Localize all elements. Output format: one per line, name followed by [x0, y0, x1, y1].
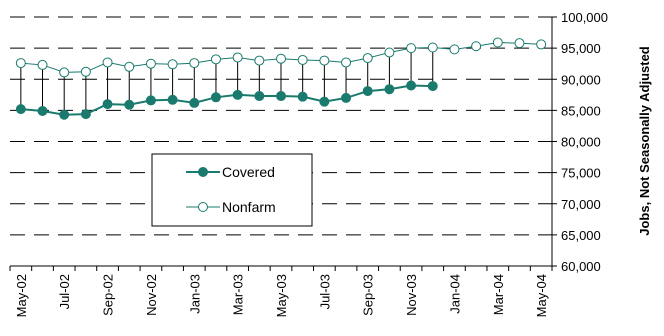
data-point-covered [276, 91, 286, 102]
data-point-nonfarm [406, 43, 417, 54]
grid [10, 16, 557, 267]
y-tick-label: 100,000 [561, 10, 608, 25]
legend-label-nonfarm: Nonfarm [222, 199, 276, 215]
data-point-covered [427, 81, 438, 92]
data-point-nonfarm [384, 47, 395, 58]
y-tick-label: 60,000 [561, 259, 601, 274]
data-point-covered [189, 97, 200, 108]
x-tick-labels: May-02 Jul-02 Sep-02 Nov-02 Jan-03 Mar-03 May-… [14, 274, 549, 317]
legend-box [151, 153, 313, 227]
data-point-covered [232, 89, 243, 100]
data-point-nonfarm [276, 53, 286, 64]
legend-marker-nonfarm [198, 202, 208, 212]
x-tick-label: Sep-03 [361, 274, 376, 316]
legend-entry-nonfarm: Nonfarm [186, 199, 276, 215]
y-tick-label: 70,000 [561, 197, 601, 212]
y-tick-label: 80,000 [561, 135, 601, 150]
data-point-nonfarm [145, 58, 156, 69]
y-axis-label: Jobs, Not Seasonally Adjusted [637, 46, 652, 236]
data-point-nonfarm [37, 59, 48, 70]
axes [9, 17, 553, 271]
data-point-covered [384, 84, 395, 95]
data-point-nonfarm [210, 54, 221, 65]
data-point-nonfarm [319, 55, 330, 66]
data-point-covered [362, 86, 373, 97]
legend: Covered Nonfarm [151, 153, 313, 227]
data-point-covered [210, 92, 221, 103]
data-point-nonfarm [189, 58, 200, 69]
y-tick-label: 95,000 [561, 41, 601, 56]
data-point-nonfarm [536, 39, 547, 50]
x-tick-label: May-04 [534, 274, 549, 317]
legend-entry-covered: Covered [186, 164, 275, 180]
data-point-nonfarm [15, 58, 26, 69]
data-point-nonfarm [492, 37, 503, 48]
y-tick-label: 90,000 [561, 72, 601, 87]
data-point-nonfarm [232, 52, 243, 63]
data-point-nonfarm [471, 41, 482, 52]
series-nonfarm [15, 37, 547, 78]
data-point-nonfarm [59, 67, 70, 78]
y-tick-label: 75,000 [561, 166, 601, 181]
data-point-covered [80, 109, 91, 120]
data-point-nonfarm [449, 44, 460, 55]
y-tick-labels: 60,000 65,000 70,000 75,000 80,000 85,000 90,0… [561, 10, 608, 274]
y-tick-label: 65,000 [561, 228, 601, 243]
legend-marker-covered [198, 167, 208, 177]
data-point-covered [406, 80, 417, 91]
data-point-nonfarm [254, 55, 265, 66]
data-point-covered [319, 96, 330, 107]
data-point-covered [254, 91, 265, 102]
x-tick-label: Mar-03 [231, 274, 246, 315]
x-tick-label: May-02 [14, 274, 29, 317]
data-point-covered [15, 104, 26, 115]
x-tick-label: Jan-04 [447, 274, 462, 314]
x-tick-label: Jul-03 [317, 274, 332, 309]
drop-lines [20, 47, 434, 115]
x-tick-label: Jul-02 [57, 274, 72, 309]
x-tick-label: Nov-02 [144, 274, 159, 316]
x-tick-label: May-03 [274, 274, 289, 317]
x-tick-label: Mar-04 [491, 274, 506, 315]
data-point-covered [297, 91, 308, 102]
data-point-covered [124, 99, 135, 110]
data-point-nonfarm [514, 38, 525, 49]
series-covered [15, 80, 438, 120]
series-layer [15, 37, 547, 120]
x-tick-label: Jan-03 [187, 274, 202, 314]
data-point-nonfarm [80, 66, 91, 77]
data-point-nonfarm [362, 53, 373, 64]
data-point-nonfarm [427, 42, 438, 53]
data-point-covered [102, 99, 113, 110]
data-point-covered [341, 92, 352, 103]
y-tick-label: 85,000 [561, 103, 601, 118]
x-tick-label: Nov-03 [404, 274, 419, 316]
data-point-covered [59, 109, 70, 120]
data-point-nonfarm [341, 57, 352, 68]
data-point-nonfarm [297, 54, 308, 65]
legend-label-covered: Covered [222, 164, 275, 180]
x-tick-label: Sep-02 [101, 274, 116, 316]
data-point-nonfarm [124, 61, 135, 72]
data-point-covered [167, 94, 178, 105]
data-point-nonfarm [102, 57, 113, 68]
data-point-nonfarm [167, 59, 178, 70]
data-point-covered [37, 105, 48, 116]
data-point-covered [145, 95, 156, 106]
